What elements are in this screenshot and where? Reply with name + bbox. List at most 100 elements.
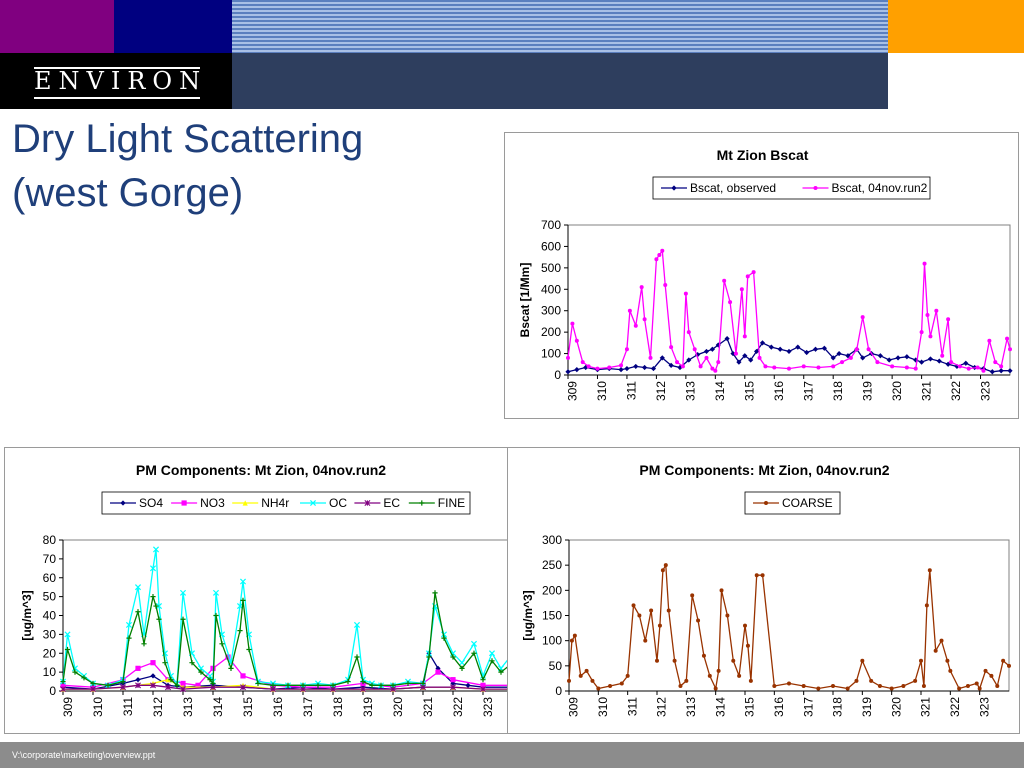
data-point (895, 355, 901, 361)
data-point (936, 358, 942, 364)
data-point (683, 291, 688, 296)
data-point (854, 347, 859, 352)
plot-area (568, 539, 1010, 692)
y-tick-label: 150 (542, 609, 562, 623)
legend-marker (242, 500, 248, 506)
data-point (860, 658, 865, 663)
slide-title: Dry Light Scattering (west Gorge) (12, 112, 452, 220)
x-tick-label: 309 (61, 697, 75, 717)
x-tick-label: 317 (301, 697, 315, 717)
data-point (801, 364, 806, 369)
data-point (1005, 336, 1010, 341)
data-point (927, 568, 932, 573)
data-point (150, 682, 156, 689)
x-tick-label: 321 (421, 697, 435, 717)
data-point (210, 680, 216, 687)
legend-label: EC (383, 496, 400, 510)
data-point (719, 588, 724, 593)
data-point (360, 686, 366, 693)
data-point (354, 654, 360, 660)
y-tick-label: 500 (541, 261, 561, 275)
data-point (572, 633, 577, 638)
data-point (716, 360, 721, 365)
data-point (270, 682, 276, 688)
data-point (240, 597, 246, 603)
data-point (748, 357, 754, 363)
data-point (153, 603, 159, 609)
data-point (949, 360, 954, 365)
data-point (904, 354, 910, 360)
data-point (989, 673, 994, 678)
data-point (64, 631, 71, 638)
data-point (60, 682, 66, 688)
bscat-chart: Mt Zion Bscat Bscat, observed Bscat, 04nov… (518, 147, 1013, 401)
legend-label: SO4 (139, 496, 163, 510)
bscat-chart-panel: Mt Zion Bscat Bscat, observed Bscat, 04nov… (504, 132, 1019, 419)
header-orange-block (888, 0, 1024, 53)
data-point (480, 677, 486, 683)
x-tick-label: 313 (684, 381, 698, 401)
data-point (816, 686, 821, 691)
legend-marker (181, 500, 187, 506)
data-point (1001, 658, 1006, 663)
data-point (81, 675, 87, 681)
data-point (728, 300, 733, 305)
coarse-chart-panel: PM Components: Mt Zion, 04nov.run2 COARSE… (507, 447, 1020, 734)
data-point (975, 365, 980, 370)
x-tick-label: 316 (772, 697, 786, 717)
data-point (974, 681, 979, 686)
data-point (678, 683, 683, 688)
x-tick-label: 319 (361, 697, 375, 717)
data-point (643, 638, 648, 643)
data-point (686, 357, 692, 363)
data-point (105, 682, 111, 688)
data-point (675, 360, 680, 365)
data-point (619, 681, 624, 686)
header-striped-band (232, 0, 888, 53)
data-point (590, 678, 595, 683)
data-point (165, 677, 171, 683)
chart-title: PM Components: Mt Zion, 04nov.run2 (136, 462, 386, 478)
data-point (854, 678, 859, 683)
y-tick-label: 20 (43, 646, 57, 660)
data-point (660, 568, 665, 573)
data-point (760, 573, 765, 578)
data-point (578, 673, 583, 678)
x-tick-label: 318 (831, 381, 845, 401)
data-point (569, 638, 574, 643)
data-point (60, 678, 66, 685)
data-point (470, 640, 478, 647)
data-point (240, 673, 246, 679)
y-tick-label: 250 (542, 558, 562, 572)
data-point (180, 686, 186, 693)
data-point (713, 368, 718, 373)
legend-label: NH4r (261, 496, 289, 510)
x-tick-label: 319 (860, 697, 874, 717)
data-point (633, 323, 638, 328)
data-point (707, 673, 712, 678)
data-point (639, 285, 644, 290)
y-tick-label: 600 (541, 239, 561, 253)
data-point (607, 365, 612, 370)
pm-components-chart: PM Components: Mt Zion, 04nov.run2 SO4 NO3… (20, 462, 517, 717)
data-point (999, 364, 1004, 369)
legend-label: COARSE (782, 496, 833, 510)
data-point (948, 668, 953, 673)
data-point (631, 603, 636, 608)
x-tick-label: 315 (743, 381, 757, 401)
x-tick-label: 312 (655, 697, 669, 717)
data-point (246, 646, 252, 653)
x-tick-label: 317 (801, 697, 815, 717)
data-point (886, 357, 892, 363)
data-point (663, 283, 668, 287)
y-tick-label: 700 (541, 218, 561, 232)
x-tick-label: 314 (713, 381, 727, 401)
data-point (663, 563, 668, 568)
data-point (751, 270, 756, 275)
data-point (624, 347, 629, 352)
data-point (627, 308, 632, 313)
y-tick-label: 300 (542, 533, 562, 547)
data-point (742, 334, 747, 339)
data-point (684, 678, 689, 683)
y-tick-label: 50 (43, 590, 57, 604)
